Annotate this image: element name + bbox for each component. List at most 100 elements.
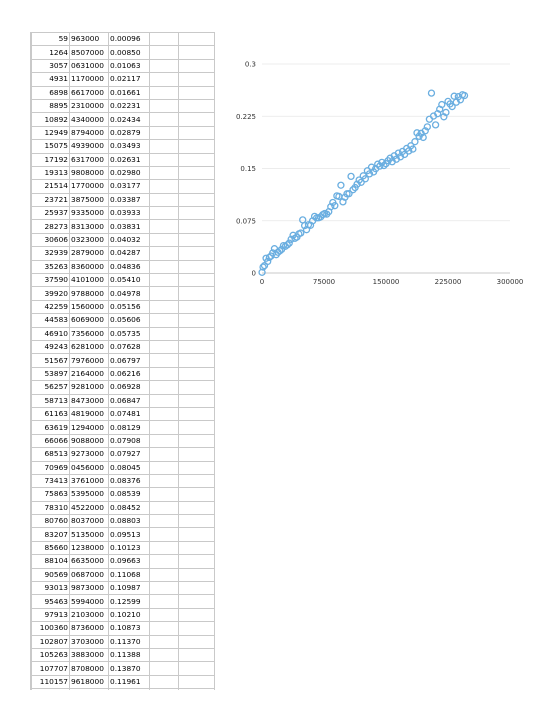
cell-b[interactable]: 9281000 — [69, 380, 109, 395]
cell-b[interactable]: 3703000 — [69, 634, 109, 649]
cell-e[interactable] — [178, 179, 215, 194]
cell-c[interactable]: 0.11370 — [108, 634, 150, 649]
cell-a[interactable]: 93013 — [31, 581, 70, 596]
cell-a[interactable]: 56257 — [31, 380, 70, 395]
cell-c[interactable]: 0.06928 — [108, 380, 150, 395]
cell-d[interactable] — [149, 32, 179, 47]
cell-b[interactable]: 8037000 — [69, 514, 109, 529]
cell-b[interactable]: 4522000 — [69, 500, 109, 516]
cell-e[interactable] — [178, 85, 215, 100]
cell-e[interactable] — [178, 72, 215, 87]
cell-b[interactable]: 4101000 — [69, 273, 109, 288]
cell-a[interactable]: 68513 — [31, 447, 70, 462]
cell-d[interactable] — [149, 125, 179, 141]
cell-c[interactable]: 0.07628 — [108, 339, 150, 355]
cell-c[interactable]: 0.13870 — [108, 661, 150, 676]
cell-e[interactable] — [178, 500, 215, 516]
cell-a[interactable]: 23721 — [31, 192, 70, 208]
cell-a[interactable]: 15075 — [31, 139, 70, 154]
cell-a[interactable]: 8895 — [31, 98, 70, 114]
cell-d[interactable] — [149, 339, 179, 355]
cell-b[interactable]: 1770000 — [69, 179, 109, 194]
cell-b[interactable]: 963000 — [69, 32, 109, 47]
cell-a[interactable]: 105263 — [31, 647, 70, 663]
cell-a[interactable]: 21514 — [31, 179, 70, 194]
cell-c[interactable]: 0.05735 — [108, 326, 150, 341]
cell-d[interactable] — [149, 326, 179, 341]
cell-b[interactable]: 6317000 — [69, 152, 109, 167]
cell-b[interactable]: 8736000 — [69, 621, 109, 636]
cell-e[interactable] — [178, 165, 215, 181]
cell-c[interactable]: 0.03177 — [108, 179, 150, 194]
cell-e[interactable] — [178, 447, 215, 462]
cell-c[interactable]: 0.07927 — [108, 447, 150, 462]
cell-a[interactable]: 97913 — [31, 607, 70, 623]
cell-d[interactable] — [149, 152, 179, 167]
cell-e[interactable] — [178, 286, 215, 301]
cell-a[interactable]: 100360 — [31, 621, 70, 636]
cell-d[interactable] — [149, 58, 179, 74]
cell-d[interactable] — [149, 45, 179, 60]
cell-b[interactable]: 2164000 — [69, 366, 109, 382]
cell-b[interactable]: 9808000 — [69, 165, 109, 181]
cell-b[interactable]: 8473000 — [69, 393, 109, 408]
cell-e[interactable] — [178, 634, 215, 649]
cell-a[interactable]: 78310 — [31, 500, 70, 516]
cell-d[interactable] — [149, 366, 179, 382]
cell-c[interactable]: 0.11388 — [108, 647, 150, 663]
cell-b[interactable]: 0687000 — [69, 567, 109, 583]
cell-a[interactable]: 73413 — [31, 473, 70, 489]
cell-e[interactable] — [178, 567, 215, 583]
cell-d[interactable] — [149, 447, 179, 462]
cell-b[interactable]: 2310000 — [69, 98, 109, 114]
cell-e[interactable] — [178, 661, 215, 676]
cell-c[interactable]: 0.08129 — [108, 420, 150, 435]
cell-b[interactable]: 0456000 — [69, 460, 109, 475]
cell-b[interactable]: 8360000 — [69, 259, 109, 275]
cell-d[interactable] — [149, 674, 179, 690]
cell-e[interactable] — [178, 339, 215, 355]
cell-c[interactable]: 0.09513 — [108, 527, 150, 542]
cell-d[interactable] — [149, 85, 179, 100]
cell-a[interactable]: 102807 — [31, 634, 70, 649]
cell-e[interactable] — [178, 581, 215, 596]
cell-e[interactable] — [178, 487, 215, 502]
cell-c[interactable]: 0.03493 — [108, 139, 150, 154]
cell-c[interactable]: 0.03831 — [108, 219, 150, 234]
cell-e[interactable] — [178, 621, 215, 636]
cell-c[interactable]: 0.07908 — [108, 433, 150, 449]
cell-b[interactable]: 1294000 — [69, 420, 109, 435]
cell-b[interactable]: 9335000 — [69, 206, 109, 221]
cell-d[interactable] — [149, 353, 179, 368]
cell-b[interactable]: 4819000 — [69, 406, 109, 422]
cell-d[interactable] — [149, 661, 179, 676]
cell-e[interactable] — [178, 514, 215, 529]
cell-b[interactable]: 7356000 — [69, 326, 109, 341]
cell-c[interactable]: 0.06797 — [108, 353, 150, 368]
cell-e[interactable] — [178, 406, 215, 422]
cell-e[interactable] — [178, 152, 215, 167]
cell-b[interactable]: 8313000 — [69, 219, 109, 234]
cell-d[interactable] — [149, 500, 179, 516]
cell-c[interactable]: 0.10210 — [108, 607, 150, 623]
cell-d[interactable] — [149, 206, 179, 221]
cell-d[interactable] — [149, 688, 179, 690]
cell-e[interactable] — [178, 433, 215, 449]
cell-a[interactable]: 112604 — [31, 688, 70, 690]
cell-c[interactable]: 0.10873 — [108, 621, 150, 636]
cell-a[interactable]: 51567 — [31, 353, 70, 368]
cell-b[interactable]: 8507000 — [69, 45, 109, 60]
cell-b[interactable]: 1170000 — [69, 72, 109, 87]
cell-c[interactable]: 0.07481 — [108, 406, 150, 422]
cell-c[interactable]: 0.02879 — [108, 125, 150, 141]
cell-b[interactable]: 0323000 — [69, 232, 109, 248]
cell-a[interactable]: 12949 — [31, 125, 70, 141]
cell-c[interactable]: 0.08539 — [108, 487, 150, 502]
cell-e[interactable] — [178, 299, 215, 315]
cell-e[interactable] — [178, 246, 215, 261]
cell-d[interactable] — [149, 380, 179, 395]
cell-c[interactable]: 0.00096 — [108, 32, 150, 47]
cell-c[interactable]: 0.11068 — [108, 567, 150, 583]
cell-b[interactable]: 9273000 — [69, 447, 109, 462]
cell-d[interactable] — [149, 313, 179, 328]
